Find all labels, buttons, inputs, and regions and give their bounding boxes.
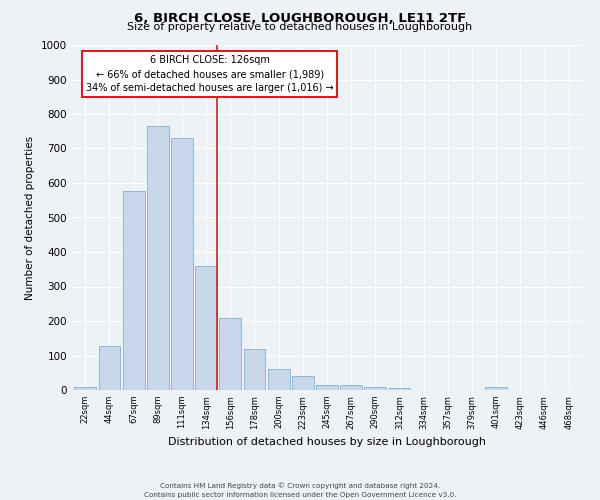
Bar xyxy=(220,318,241,390)
Text: Contains HM Land Registry data © Crown copyright and database right 2024.
Contai: Contains HM Land Registry data © Crown c… xyxy=(144,482,456,498)
Text: 6, BIRCH CLOSE, LOUGHBOROUGH, LE11 2TF: 6, BIRCH CLOSE, LOUGHBOROUGH, LE11 2TF xyxy=(134,12,466,26)
Bar xyxy=(389,388,410,390)
Bar xyxy=(340,385,362,390)
Bar xyxy=(147,126,169,390)
Bar xyxy=(268,368,290,390)
Bar xyxy=(123,190,145,390)
Bar xyxy=(98,346,121,390)
Bar xyxy=(74,386,96,390)
Text: 6 BIRCH CLOSE: 126sqm
← 66% of detached houses are smaller (1,989)
34% of semi-d: 6 BIRCH CLOSE: 126sqm ← 66% of detached … xyxy=(86,56,334,94)
Bar xyxy=(316,385,338,390)
Bar xyxy=(364,386,386,390)
Bar xyxy=(292,376,314,390)
Bar xyxy=(244,348,265,390)
X-axis label: Distribution of detached houses by size in Loughborough: Distribution of detached houses by size … xyxy=(168,437,486,447)
Y-axis label: Number of detached properties: Number of detached properties xyxy=(25,136,35,300)
Bar xyxy=(485,387,507,390)
Bar xyxy=(171,138,193,390)
Text: Size of property relative to detached houses in Loughborough: Size of property relative to detached ho… xyxy=(127,22,473,32)
Bar xyxy=(195,266,217,390)
